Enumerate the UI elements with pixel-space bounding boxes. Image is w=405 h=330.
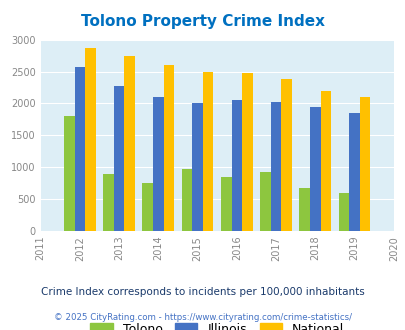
Bar — [281, 80, 291, 231]
Bar — [192, 103, 202, 231]
Bar — [75, 67, 85, 231]
Bar — [220, 177, 231, 231]
Bar — [85, 48, 96, 231]
Legend: Tolono, Illinois, National: Tolono, Illinois, National — [85, 318, 348, 330]
Bar — [64, 116, 75, 231]
Bar — [142, 183, 153, 231]
Bar — [241, 73, 252, 231]
Bar — [202, 72, 213, 231]
Bar — [231, 100, 241, 231]
Bar — [153, 97, 163, 231]
Bar — [299, 188, 309, 231]
Bar — [113, 86, 124, 231]
Bar — [181, 169, 192, 231]
Bar — [348, 113, 359, 231]
Text: © 2025 CityRating.com - https://www.cityrating.com/crime-statistics/: © 2025 CityRating.com - https://www.city… — [54, 313, 351, 322]
Bar — [260, 172, 270, 231]
Bar — [103, 174, 113, 231]
Bar — [309, 107, 320, 231]
Bar — [359, 97, 369, 231]
Bar — [270, 102, 281, 231]
Text: Tolono Property Crime Index: Tolono Property Crime Index — [81, 14, 324, 29]
Bar — [338, 193, 348, 231]
Bar — [124, 55, 134, 231]
Bar — [320, 91, 330, 231]
Text: Crime Index corresponds to incidents per 100,000 inhabitants: Crime Index corresponds to incidents per… — [41, 287, 364, 297]
Bar — [163, 65, 174, 231]
